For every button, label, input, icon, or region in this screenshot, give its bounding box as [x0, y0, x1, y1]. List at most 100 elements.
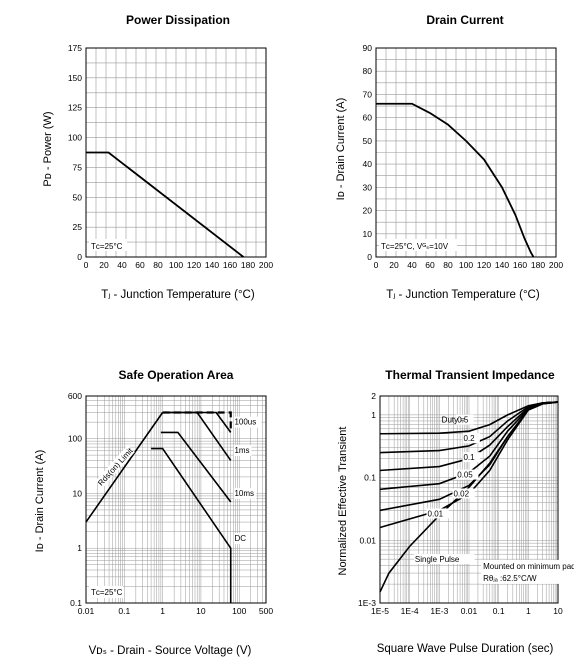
c1-y-tick-label: 50	[73, 192, 83, 202]
chart4-plot: 1E-5 1E-4 1E-3 0.01 0.1 1 10 1E-3 0.01 0.1 1 2 0.5 0.…	[358, 391, 574, 616]
chart2-plot: 0 20 40 60 80 100 120 140 160 180 200 0 10 20 30 40 50 60…	[363, 43, 564, 270]
c3-series-line	[162, 411, 232, 433]
c3-curve-label: 1ms	[234, 446, 249, 455]
c3-y-tick-label: 10	[73, 488, 83, 498]
c1-x-tick-label: 60	[135, 260, 145, 270]
c1-x-tick-label: 140	[205, 260, 219, 270]
c1-y-tick-label: 100	[68, 133, 82, 143]
c4-curve-label: 0.1	[463, 453, 475, 462]
c2-y-tick-label: 40	[363, 159, 373, 169]
c3-y-tick-label: 600	[68, 391, 82, 401]
c2-y-tick-label: 60	[363, 113, 373, 123]
c1-x-tick-label: 200	[259, 260, 273, 270]
c1-y-tick-label: 0	[77, 252, 82, 262]
c3-curve-label: 10ms	[234, 489, 254, 498]
c4-x-tick-label: 1	[526, 606, 531, 616]
c1-y-tick-label: 175	[68, 43, 82, 53]
c2-y-tick-label: 30	[363, 182, 373, 192]
c3-annotation-bg	[89, 586, 123, 598]
chart3-xlabel: Vᴅₛ - Drain - Source Voltage (V)	[88, 645, 252, 657]
c4-curve-label-bg	[462, 452, 480, 463]
c3-curve-label: 100us	[234, 418, 256, 427]
c4-y-tick-label: 0.1	[364, 473, 376, 483]
c1-x-tick-label: 180	[241, 260, 255, 270]
c3-curve-label-bg	[233, 533, 247, 545]
c2-y-tick-label: 20	[363, 206, 373, 216]
c2-series-line	[376, 102, 535, 258]
c3-curve-label-bg	[233, 444, 252, 456]
c2-y-tick-label: 80	[363, 66, 373, 76]
c3-x-tick-label: 10	[196, 606, 206, 616]
c2-x-tick-label: 40	[407, 260, 417, 270]
c2-x-tick-label: 200	[549, 260, 563, 270]
c3-series-line	[162, 411, 232, 433]
c4-x-tick-label: 1E-4	[401, 606, 419, 616]
c4-duty-prefix: Duty =	[442, 416, 466, 425]
c2-frame	[375, 47, 557, 258]
c2-y-tick-label: 10	[363, 229, 373, 239]
c4-x-tick-label: 0.01	[461, 606, 478, 616]
c4-y-tick-label: 1	[371, 410, 376, 420]
c2-x-tick-label: 180	[531, 260, 545, 270]
c4-curve-label-bg	[413, 554, 475, 565]
c1-annotation-bg	[89, 239, 127, 251]
c1-y-tick-label: 150	[68, 73, 82, 83]
c2-y-tick-label: 90	[363, 43, 373, 53]
c4-curve-label-bg	[426, 508, 449, 519]
c4-annotation-line2: Rθⱼₐ :62.5°C/W	[483, 574, 537, 583]
c3-curve-label-bg	[233, 487, 257, 499]
c4-x-tick-label: 0.1	[493, 606, 505, 616]
c3-frame	[85, 395, 267, 604]
c4-curve-label: 0.5	[457, 416, 469, 425]
c1-x-tick-label: 20	[99, 260, 109, 270]
c2-annotation-bg	[379, 239, 457, 251]
chart1-title: Power Dissipation	[125, 13, 231, 27]
c2-x-tick-label: 60	[425, 260, 435, 270]
c4-annotation-line1: Mounted on minimum pad	[483, 562, 574, 571]
c3-x-tick-label: 0.1	[118, 606, 130, 616]
c4-x-tick-label: 1E-3	[430, 606, 448, 616]
c2-x-tick-label: 120	[477, 260, 491, 270]
c2-x-tick-label: 20	[389, 260, 399, 270]
chart3-title: Safe Operation Area	[118, 368, 234, 382]
chart4-title: Thermal Transient Impedance	[385, 368, 555, 382]
c3-series-line	[160, 431, 232, 503]
c4-curve-label-bg	[456, 414, 474, 425]
c1-y-tick-label: 125	[68, 103, 82, 113]
chart3-plot: 0.01 0.1 1 10 100 5000.1110100600100us1ms10ms…	[68, 391, 274, 616]
c3-curve-label: DC	[234, 534, 246, 543]
c2-y-tick-label: 70	[363, 89, 373, 99]
c2-x-tick-label: 0	[374, 260, 379, 270]
c4-y-tick-label: 2	[371, 391, 376, 401]
c3-x-tick-label: 1	[160, 606, 165, 616]
chart2-title: Drain Current	[426, 13, 504, 27]
c1-x-tick-label: 80	[153, 260, 163, 270]
c1-x-tick-label: 120	[187, 260, 201, 270]
chart1-xlabel: Tⱼ - Junction Temperature (°C)	[101, 289, 255, 301]
chart4-xlabel: Square Wave Pulse Duration (sec)	[376, 643, 554, 655]
c1-series-line	[86, 151, 245, 258]
c4-curve-label: 0.01	[428, 509, 444, 518]
c2-x-tick-label: 140	[495, 260, 509, 270]
c2-y-tick-label: 50	[363, 136, 373, 146]
c3-annotation: Tᴄ=25°C	[91, 588, 123, 597]
c4-y-tick-label: 1E-3	[358, 598, 376, 608]
c2-x-tick-label: 160	[513, 260, 527, 270]
c3-y-tick-label: 100	[68, 434, 82, 444]
c1-x-tick-label: 0	[84, 260, 89, 270]
c4-curve-label: Single Pulse	[415, 555, 460, 564]
c3-y-tick-label: 1	[77, 543, 82, 553]
c4-series-line	[379, 401, 559, 491]
c4-x-tick-label: 1E-5	[371, 606, 389, 616]
c2-y-tick-label: 0	[367, 252, 372, 262]
chart1-plot: 0 20 40 60 80 100 120 140 160 180 200 0 25 50 75 100 125…	[68, 43, 274, 270]
c4-frame	[379, 395, 559, 604]
c1-x-tick-label: 40	[117, 260, 127, 270]
c4-curve-label: 0.02	[453, 489, 469, 498]
c4-series-line	[379, 401, 559, 593]
c1-x-tick-label: 160	[223, 260, 237, 270]
c4-annotation-bg	[481, 559, 574, 584]
c4-curve-label: 0.2	[463, 434, 475, 443]
c4-curve-label-bg	[462, 433, 480, 444]
c3-x-tick-label: 500	[259, 606, 273, 616]
